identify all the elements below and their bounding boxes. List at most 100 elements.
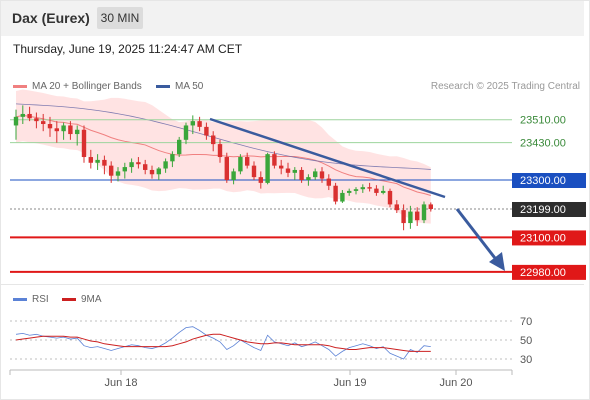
candle-body: [421, 204, 427, 221]
legend-9ma-label: 9MA: [81, 294, 102, 305]
candle-body: [75, 129, 80, 135]
candle-body: [211, 135, 216, 145]
candle-body: [143, 164, 148, 170]
trend-line: [209, 117, 446, 199]
candle-body: [20, 113, 25, 117]
candle-body: [408, 211, 413, 224]
candle-body: [251, 165, 257, 178]
candle-body: [177, 139, 182, 155]
candle-body: [401, 210, 406, 224]
legend-rsi-swatch: [13, 297, 27, 301]
datetime-label: Thursday, June 19, 2025 11:24:47 AM CET: [13, 42, 243, 56]
level-label-22980.00: 22980.00: [520, 267, 566, 279]
candle-body: [102, 159, 107, 166]
legend-rsi: RSI: [13, 294, 49, 305]
candle-body: [95, 159, 100, 163]
panel-divider: [0, 284, 584, 285]
candle-body: [333, 185, 338, 202]
candle-body: [394, 204, 399, 211]
level-badge-23300.00: [512, 173, 586, 188]
candle-body: [34, 118, 39, 122]
candle-body: [231, 171, 236, 180]
legend-ma50: MA 50: [156, 81, 203, 92]
level-label-23199.00: 23199.00: [520, 204, 566, 216]
candle-body: [47, 124, 53, 129]
legend-9ma: 9MA: [62, 294, 102, 305]
candle-body: [313, 171, 318, 178]
level-label-23430.00: 23430.00: [520, 138, 566, 150]
candle-body: [245, 157, 250, 166]
candle-body: [347, 190, 352, 193]
candle-body: [190, 121, 195, 126]
candle-body: [197, 121, 202, 127]
candle-body: [115, 171, 121, 176]
level-label-23510.00: 23510.00: [520, 115, 566, 127]
level-badge-23199.00: [512, 202, 586, 217]
credit-label: Research © 2025 Trading Central: [430, 81, 580, 92]
candle-body: [122, 167, 127, 172]
legend-bollinger: MA 20 + Bollinger Bands: [13, 81, 142, 92]
rsi-tick-label: 70: [520, 316, 532, 328]
candle-body: [381, 190, 386, 193]
candle-body: [374, 188, 379, 193]
bollinger-band: [16, 89, 431, 224]
candle-body: [170, 154, 175, 162]
candle-body: [353, 189, 359, 191]
forecast-arrow-shaft: [455, 208, 500, 263]
rsi-tick-label: 30: [520, 354, 532, 366]
forecast-arrow-head: [489, 252, 505, 271]
timeframe-button[interactable]: 30 MIN: [97, 7, 143, 29]
candle-body: [292, 169, 297, 173]
x-tick-label: Jun 18: [104, 377, 137, 389]
rsi-series-9ma: [15, 333, 431, 352]
candle-body: [265, 154, 270, 183]
legend-ma50-swatch: [156, 84, 170, 88]
candle-body: [367, 187, 372, 189]
candle-body: [88, 157, 93, 163]
candle-body: [27, 113, 32, 119]
x-tick-label: Jun 20: [439, 377, 472, 389]
candle-body: [13, 116, 19, 126]
candle-body: [319, 171, 325, 179]
candle-body: [360, 187, 365, 190]
candle-body: [306, 177, 311, 180]
candle-body: [41, 121, 46, 125]
legend-9ma-swatch: [62, 297, 76, 301]
level-badge-23100.00: [512, 230, 586, 246]
candle-body: [81, 129, 87, 158]
candle-body: [129, 162, 134, 168]
level-label-23100.00: 23100.00: [520, 232, 566, 244]
candle-body: [183, 125, 189, 140]
level-label-23300.00: 23300.00: [520, 175, 566, 187]
ma50-line: [15, 103, 431, 170]
candle-body: [279, 165, 284, 169]
legend-bollinger-label: MA 20 + Bollinger Bands: [32, 81, 142, 92]
header-bar: Dax (Eurex) 30 MIN: [0, 0, 584, 36]
ma20-line: [15, 114, 431, 196]
candle-body: [217, 144, 223, 158]
candle-body: [415, 211, 420, 221]
candle-body: [54, 128, 59, 132]
instrument-title: Dax (Eurex): [12, 10, 90, 26]
candle-body: [258, 177, 263, 183]
candle-body: [109, 165, 114, 176]
candle-body: [340, 192, 345, 202]
candle-body: [149, 169, 155, 175]
rsi-tick-label: 50: [520, 335, 532, 347]
candle-body: [387, 190, 393, 205]
candle-body: [136, 162, 141, 165]
legend-ma50-label: MA 50: [175, 81, 204, 92]
legend-bollinger-swatch: [13, 84, 27, 88]
candle-body: [285, 168, 291, 173]
rsi-series-rsi: [15, 326, 431, 360]
candle-body: [272, 154, 277, 166]
candle-body: [163, 161, 168, 169]
x-tick-label: Jun 19: [333, 377, 366, 389]
candle-body: [61, 125, 66, 132]
candle-body: [428, 204, 433, 209]
candle-body: [299, 169, 304, 180]
candle-body: [224, 157, 229, 180]
candle-body: [326, 178, 331, 186]
candle-body: [68, 125, 73, 135]
legend-rsi-label: RSI: [32, 294, 49, 305]
